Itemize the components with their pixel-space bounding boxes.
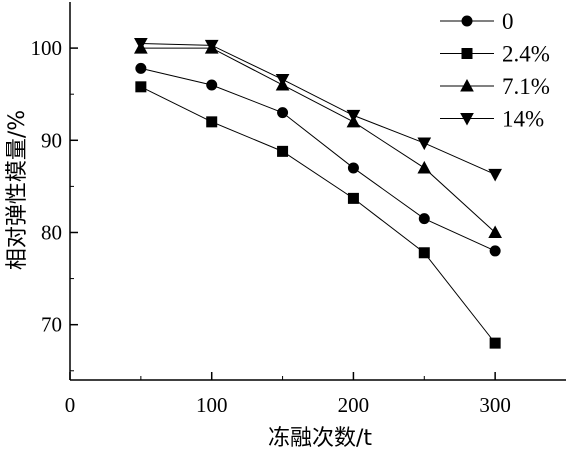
- data-point: [488, 225, 502, 238]
- x-tick-label: 100: [196, 393, 228, 417]
- data-point: [206, 116, 218, 128]
- data-point: [135, 62, 147, 74]
- y-tick-label: 90: [41, 128, 62, 152]
- data-point: [347, 192, 359, 204]
- legend-item: 2.4%: [440, 42, 550, 67]
- x-axis-title: 冻融次数/t: [268, 426, 372, 451]
- series-line: [140, 86, 496, 344]
- legend-label: 0: [502, 9, 514, 34]
- legend-label: 7.1%: [502, 74, 550, 99]
- legend-marker: [460, 113, 474, 126]
- series-line: [140, 67, 496, 252]
- data-point: [488, 168, 502, 182]
- series-4: [134, 37, 502, 182]
- data-point: [135, 81, 147, 93]
- x-tick-label: 0: [65, 393, 76, 417]
- data-point: [417, 137, 432, 151]
- x-tick-label: 200: [338, 393, 370, 417]
- legend-item: 14%: [440, 107, 544, 132]
- y-tick-label: 80: [41, 220, 62, 244]
- x-axis-ticks: 0 100 200 300: [65, 372, 511, 417]
- data-point: [277, 107, 289, 119]
- y-axis-title: 相对弹性模量/%: [5, 110, 30, 270]
- legend-item: 7.1%: [440, 74, 550, 99]
- data-point: [417, 160, 432, 174]
- data-point: [134, 37, 148, 51]
- data-point: [418, 213, 430, 225]
- data-point: [206, 79, 218, 91]
- legend-label: 2.4%: [502, 42, 550, 67]
- y-tick-label: 100: [31, 36, 63, 60]
- legend: 0 2.4% 7.1% 14%: [440, 9, 550, 132]
- series-line: [140, 47, 496, 233]
- series-layer: [134, 37, 502, 349]
- data-point: [489, 337, 501, 349]
- data-point: [418, 247, 430, 259]
- x-tick-label: 300: [479, 393, 511, 417]
- data-point: [346, 109, 361, 123]
- data-point: [204, 39, 219, 53]
- series-line: [140, 42, 496, 175]
- legend-marker: [460, 78, 474, 92]
- legend-label: 14%: [502, 107, 544, 132]
- legend-item: 0: [440, 9, 514, 34]
- y-axis-ticks: 70 80 90 100: [31, 36, 78, 372]
- data-point: [275, 73, 290, 87]
- series-2: [135, 81, 501, 349]
- y-tick-label: 70: [41, 313, 62, 337]
- plot-frame: [69, 2, 566, 381]
- series-1: [135, 62, 501, 257]
- legend-marker: [461, 15, 473, 27]
- data-point: [277, 145, 289, 157]
- legend-marker: [461, 48, 473, 59]
- data-point: [489, 245, 501, 257]
- data-point: [347, 162, 359, 174]
